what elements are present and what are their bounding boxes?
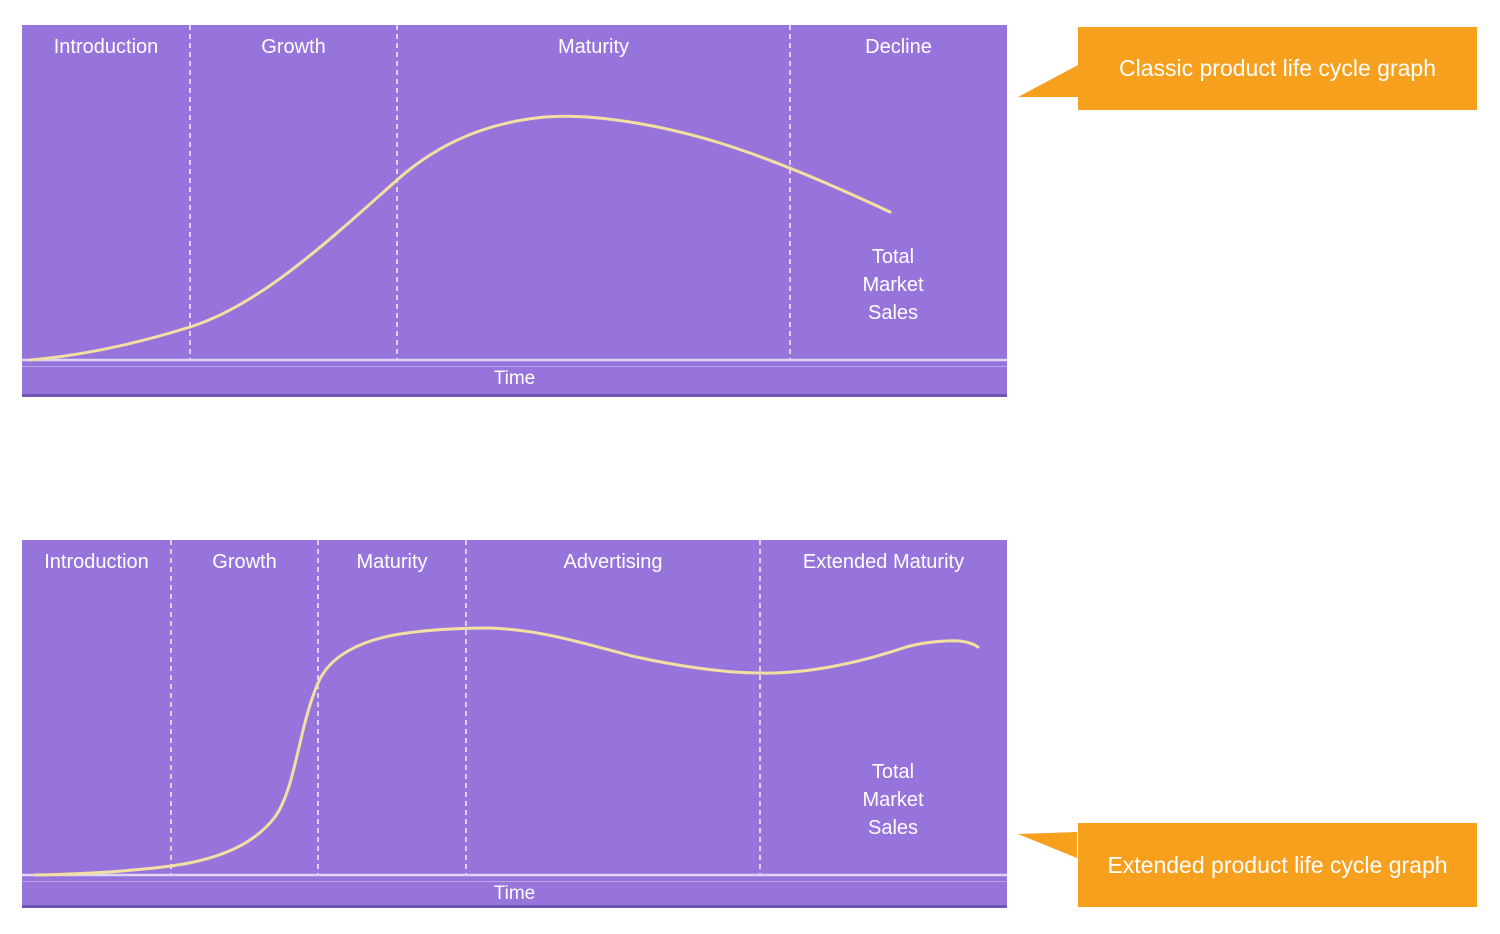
- phase-label-introduction: Introduction: [53, 36, 159, 58]
- phase-label-decline: Decline: [865, 36, 932, 58]
- callout-classic: Classic product life cycle graph: [1018, 27, 1477, 110]
- classic-plc-graph: Introduction Growth Maturity Decline Total Ma…: [22, 25, 1007, 397]
- sales-curve: [33, 626, 980, 877]
- callout-classic-bubble: [1018, 27, 1477, 110]
- callout-extended-label: Extended product life cycle graph: [1107, 851, 1448, 878]
- callout-extended-bubble: [1018, 823, 1477, 907]
- callout-tail: [1018, 65, 1078, 97]
- phase-label-growth: Growth: [212, 551, 277, 573]
- callout-extended: Extended product life cycle graph: [1018, 823, 1477, 907]
- callout-body: [1078, 27, 1477, 110]
- extended-plc-graph: Introduction Growth Maturity Advertising Ext…: [22, 540, 1007, 908]
- callout-body: [1078, 823, 1477, 907]
- callout-classic-label: Classic product life cycle graph: [1118, 55, 1437, 81]
- phase-label-advertising: Advertising: [563, 551, 663, 573]
- sales-curve: [28, 114, 892, 362]
- total-market-sales-label: Total Market Sales: [862, 761, 924, 839]
- phase-label-growth: Growth: [261, 36, 326, 58]
- total-market-sales-label: Total Market Sales: [862, 246, 924, 324]
- phase-label-introduction: Introduction: [44, 551, 149, 573]
- time-axis-label: Time: [493, 883, 536, 904]
- phase-label-maturity: Maturity: [557, 36, 630, 58]
- phase-label-maturity: Maturity: [356, 551, 428, 573]
- time-axis-label: Time: [493, 368, 536, 389]
- callout-tail: [1018, 832, 1077, 858]
- phase-label-extended-maturity: Extended Maturity: [802, 551, 965, 573]
